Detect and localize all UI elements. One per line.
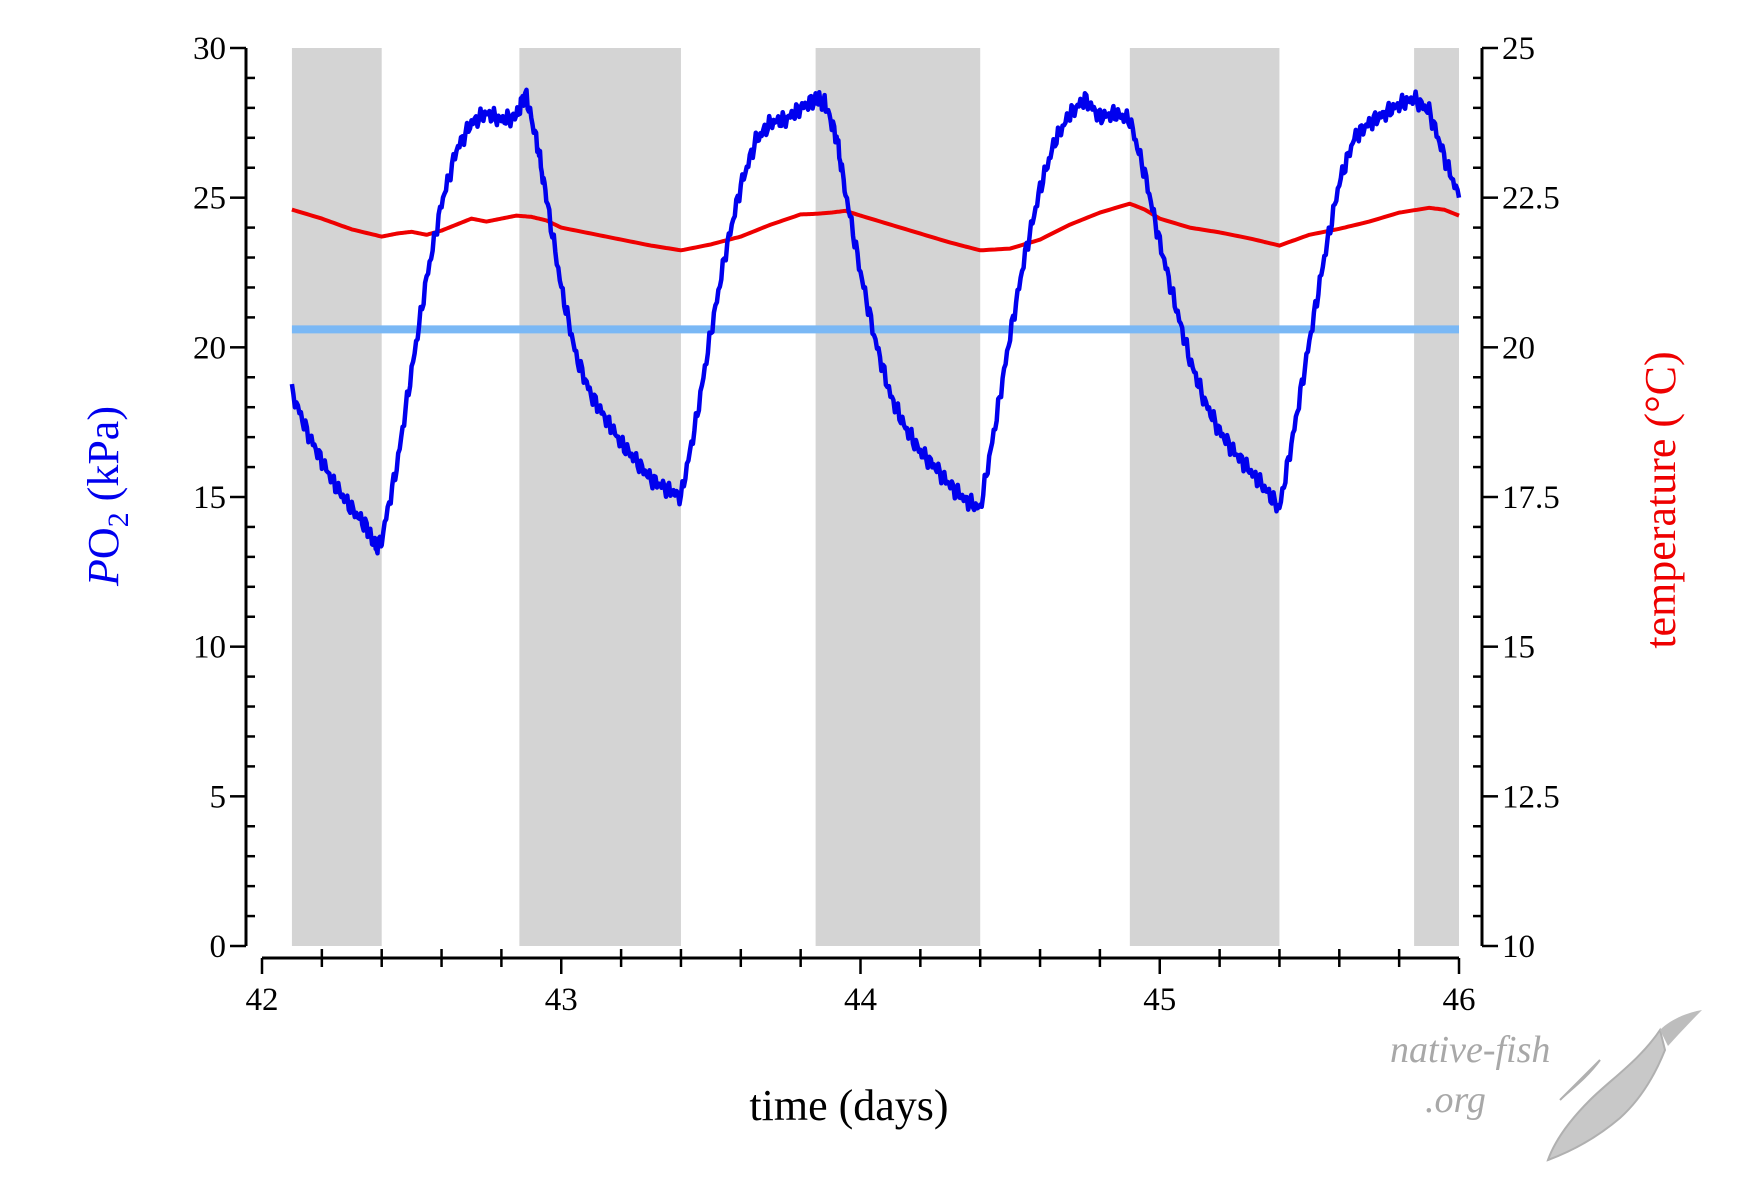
fish-fin-icon [1660, 1010, 1702, 1046]
y-right-tick-label: 17.5 [1502, 480, 1560, 516]
x-axis-title: time (days) [749, 1081, 948, 1130]
y-right-tick-label: 25 [1502, 31, 1535, 67]
y-right-tick-label: 22.5 [1502, 181, 1560, 217]
y-left-tick-label: 10 [193, 630, 226, 666]
y-axis-left-title-main: O [79, 527, 128, 559]
x-tick-label: 45 [1143, 982, 1176, 1018]
po2-line [289, 87, 1462, 556]
y-right-tick-label: 12.5 [1502, 779, 1560, 815]
series-layer [289, 87, 1462, 556]
x-tick-label: 46 [1443, 982, 1476, 1018]
y-right-tick-label: 10 [1502, 929, 1535, 965]
dark-period-1 [291, 48, 382, 946]
temperature-line [291, 201, 1460, 253]
y-axis-left-title-subscript: 2 [102, 512, 135, 527]
y-left-tick-label: 5 [210, 779, 227, 815]
y-axis-left-title-prefix: P [79, 559, 128, 587]
watermark: native-fish .org [1390, 1010, 1702, 1162]
watermark-text: native-fish [1390, 1029, 1550, 1071]
watermark-domain: .org [1425, 1079, 1486, 1121]
y-left-tick-label: 20 [193, 330, 226, 366]
y-axis-left-title-unit: (kPa) [79, 406, 128, 512]
y-left-tick-label: 25 [193, 181, 226, 217]
x-tick-label: 43 [545, 982, 578, 1018]
y-axis-right-title: temperature (°C) [1636, 351, 1685, 648]
y-left-tick-label: 0 [210, 929, 227, 965]
y-right-tick-label: 15 [1502, 630, 1535, 666]
y-right-tick-label: 20 [1502, 330, 1535, 366]
fish-logo-icon [1546, 1027, 1667, 1162]
y-axis-left-title: PO2 (kPa) [79, 406, 135, 587]
y-left-tick-label: 15 [193, 480, 226, 516]
dark-period-5 [1414, 48, 1459, 946]
y-left-tick-label: 30 [193, 31, 226, 67]
axes: 0 5 10 15 20 25 30 10 12.5 15 17.5 20 22.5 25 42 43 44 45… [193, 31, 1560, 1018]
x-tick-label: 42 [246, 982, 279, 1018]
dark-period-shading [291, 48, 1459, 946]
x-tick-label: 44 [844, 982, 877, 1018]
dark-period-4 [1129, 48, 1280, 946]
